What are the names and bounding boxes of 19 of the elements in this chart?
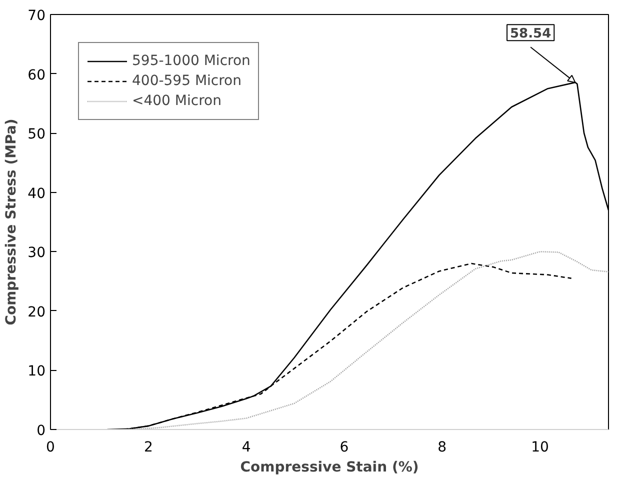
legend-label: <400 Micron xyxy=(132,93,222,109)
y-axis-title: Compressive Stress (MPa) xyxy=(4,118,20,326)
x-tick-label: 4 xyxy=(242,440,251,456)
y-tick-label: 10 xyxy=(28,364,46,380)
y-tick-label: 50 xyxy=(28,126,46,143)
legend-label: 595-1000 Micron xyxy=(132,53,250,69)
x-tick-label: 6 xyxy=(340,440,349,456)
x-tick-label: 10 xyxy=(531,440,549,456)
y-tick-label: 0 xyxy=(36,423,46,439)
x-axis-title: Compressive Stain (%) xyxy=(240,460,419,476)
annotation: 58.54 xyxy=(510,26,552,42)
y-tick-label: 30 xyxy=(28,245,46,262)
y-tick-label: 60 xyxy=(28,67,46,84)
x-tick-label: 2 xyxy=(144,440,153,456)
x-tick-label: 8 xyxy=(438,440,447,456)
y-tick-label: 20 xyxy=(28,304,46,320)
y-tick-label: 40 xyxy=(28,186,46,202)
y-tick-label: 70 xyxy=(28,8,46,24)
legend-label: 400-595 Micron xyxy=(132,73,242,89)
